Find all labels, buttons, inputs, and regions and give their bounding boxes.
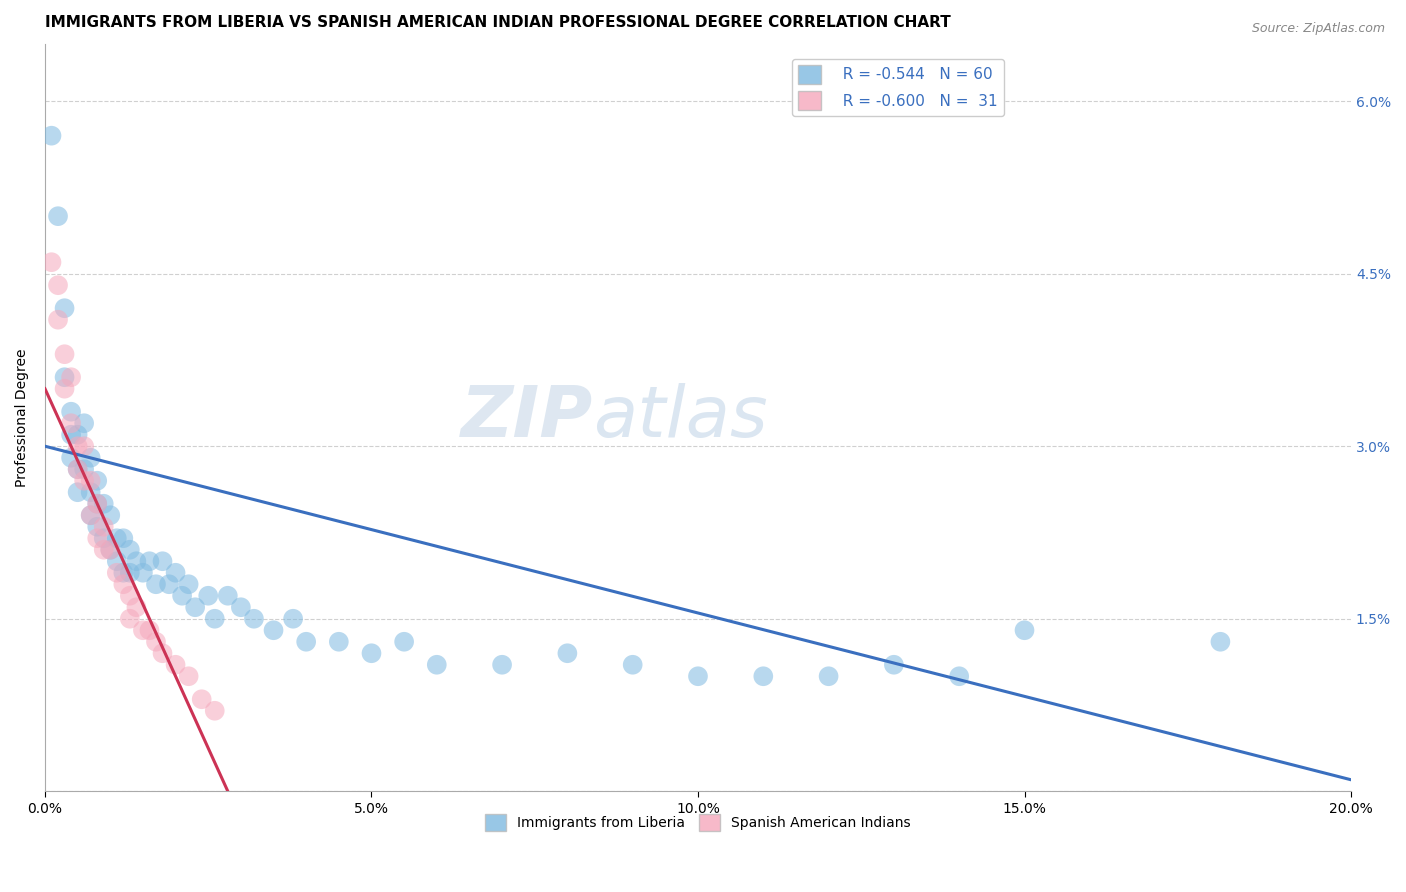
Point [948,669,970,683]
Point [79,508,101,523]
Point [112,577,135,591]
Point [98,542,121,557]
Text: IMMIGRANTS FROM LIBERIA VS SPANISH AMERICAN INDIAN PROFESSIONAL DEGREE CORRELATI: IMMIGRANTS FROM LIBERIA VS SPANISH AMERI… [45,15,950,30]
Point [328,634,350,648]
Point [112,566,135,580]
Point [817,669,839,683]
Point [98,508,121,523]
Point [66,427,89,442]
Point [79,450,101,465]
Point [60,416,83,430]
Point [53,301,76,316]
Point [229,600,252,615]
Point [177,577,200,591]
Point [66,485,89,500]
Point [557,646,579,660]
Point [281,612,304,626]
Point [426,657,449,672]
Point [686,669,709,683]
Point [295,634,318,648]
Point [79,474,101,488]
Point [86,497,108,511]
Point [1014,624,1036,638]
Point [53,347,76,361]
Point [73,439,96,453]
Point [60,370,83,384]
Point [145,634,167,648]
Point [93,520,115,534]
Point [46,312,69,326]
Point [392,634,415,648]
Point [1209,634,1232,648]
Point [66,462,89,476]
Point [105,554,128,568]
Point [93,497,115,511]
Point [165,566,187,580]
Point [752,669,775,683]
Point [73,474,96,488]
Point [145,577,167,591]
Point [204,704,226,718]
Point [41,255,63,269]
Point [157,577,180,591]
Point [138,554,160,568]
Text: ZIP: ZIP [461,383,593,452]
Point [73,416,96,430]
Point [138,624,160,638]
Point [86,474,108,488]
Point [243,612,266,626]
Point [98,542,121,557]
Point [93,542,115,557]
Point [86,531,108,545]
Legend: Immigrants from Liberia, Spanish American Indians: Immigrants from Liberia, Spanish America… [479,808,917,837]
Point [86,497,108,511]
Point [190,692,212,706]
Point [46,209,69,223]
Point [46,278,69,293]
Point [125,600,148,615]
Y-axis label: Professional Degree: Professional Degree [15,348,30,487]
Text: atlas: atlas [593,383,768,452]
Point [66,439,89,453]
Point [118,589,141,603]
Point [204,612,226,626]
Point [60,427,83,442]
Point [93,531,115,545]
Point [79,485,101,500]
Point [263,624,285,638]
Point [79,508,101,523]
Point [172,589,194,603]
Point [152,554,174,568]
Point [105,531,128,545]
Point [165,657,187,672]
Point [621,657,644,672]
Point [112,531,135,545]
Point [132,624,155,638]
Point [152,646,174,660]
Point [53,370,76,384]
Point [118,542,141,557]
Point [60,450,83,465]
Point [177,669,200,683]
Point [360,646,382,660]
Point [41,128,63,143]
Point [118,612,141,626]
Point [60,405,83,419]
Point [491,657,513,672]
Point [883,657,905,672]
Point [125,554,148,568]
Point [73,462,96,476]
Point [86,520,108,534]
Point [184,600,207,615]
Point [66,462,89,476]
Point [53,382,76,396]
Point [105,566,128,580]
Point [118,566,141,580]
Point [132,566,155,580]
Point [197,589,219,603]
Text: Source: ZipAtlas.com: Source: ZipAtlas.com [1251,22,1385,36]
Point [217,589,239,603]
